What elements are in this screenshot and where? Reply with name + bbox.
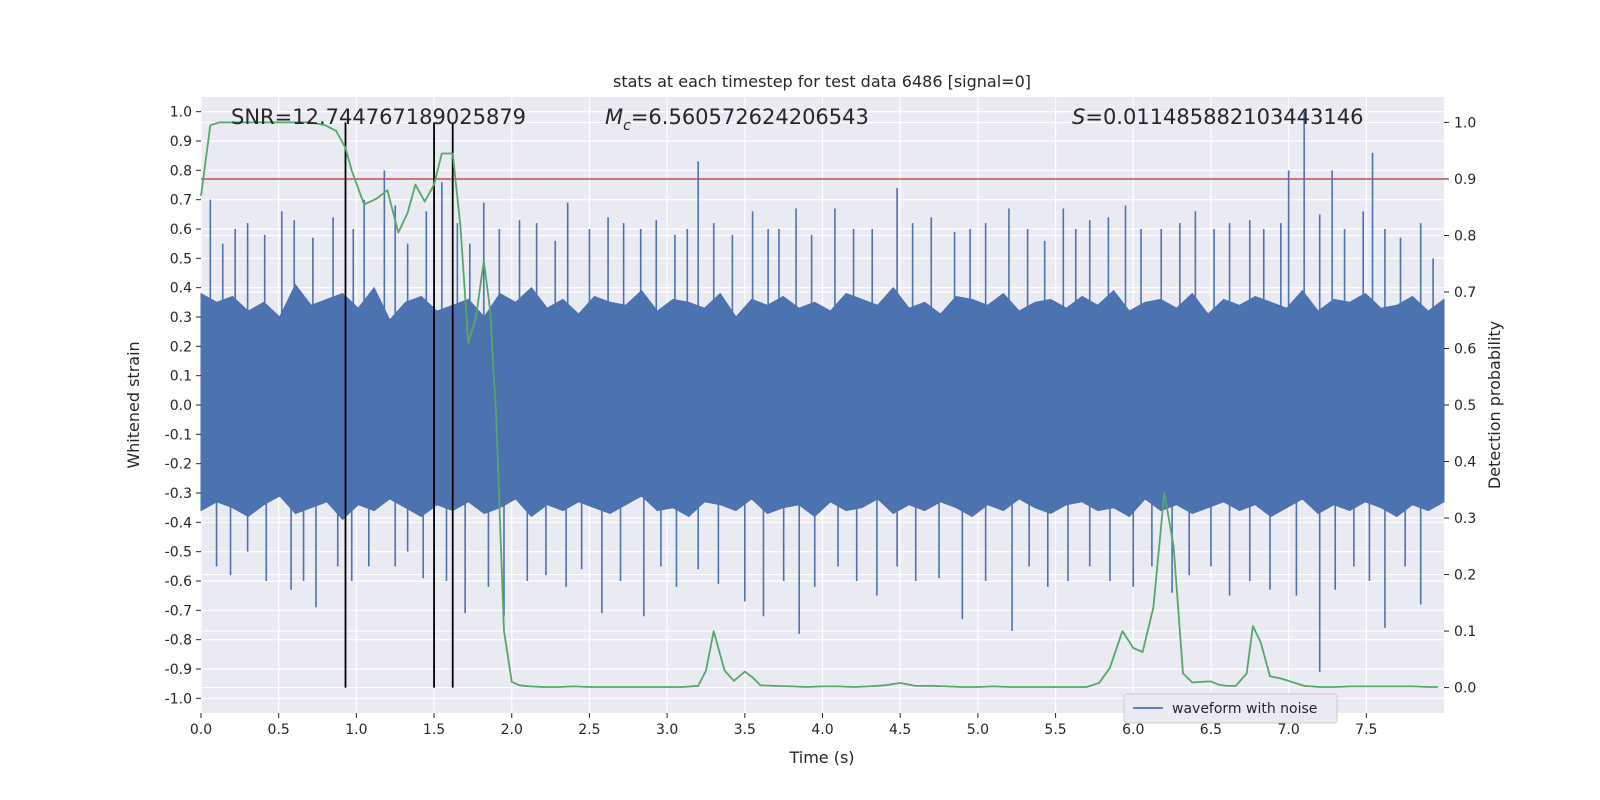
x-tick-label: 3.5 xyxy=(734,722,756,738)
y-axis-label-right: Detection probability xyxy=(1485,321,1504,489)
chirp-mass-value: =6.560572624206543 xyxy=(631,105,869,129)
y-tick-label-right: 0.7 xyxy=(1454,285,1476,301)
x-tick-label: 0.5 xyxy=(268,722,290,738)
chirp-mass-annotation: Mc=6.560572624206543 xyxy=(605,105,869,134)
y-tick-label: 0.1 xyxy=(170,369,192,385)
x-tick-label: 3.0 xyxy=(656,722,678,738)
y-tick-label: -0.3 xyxy=(165,486,192,502)
x-tick-label: 7.0 xyxy=(1277,722,1299,738)
y-tick-label-right: 1.0 xyxy=(1454,115,1476,131)
snr-annotation: SNR=12.744767189025879 xyxy=(231,105,526,129)
y-tick-label-right: 0.0 xyxy=(1454,681,1476,697)
y-tick-label: 0.8 xyxy=(170,163,192,179)
x-tick-label: 2.0 xyxy=(501,722,523,738)
s-value: =0.011485882103443146 xyxy=(1085,105,1363,129)
y-tick-label: -0.5 xyxy=(165,545,192,561)
y-tick-label: 0.0 xyxy=(170,398,192,414)
y-tick-label: -0.9 xyxy=(165,662,192,678)
x-tick-label: 2.5 xyxy=(578,722,600,738)
chirp-mass-symbol: M xyxy=(605,105,623,129)
y-tick-label-right: 0.1 xyxy=(1454,624,1476,640)
probability-line xyxy=(200,121,1438,688)
legend-box xyxy=(1123,693,1338,724)
probability-series xyxy=(200,121,1438,688)
y-tick-label: 0.7 xyxy=(170,193,192,209)
y-tick-label: 0.2 xyxy=(170,339,192,355)
legend: waveform with noise xyxy=(1123,693,1338,724)
y-tick-label: -0.8 xyxy=(165,633,192,649)
x-tick-label: 6.5 xyxy=(1200,722,1222,738)
x-tick-label: 1.0 xyxy=(345,722,367,738)
y-tick-label-right: 0.4 xyxy=(1454,455,1476,471)
x-axis-label: Time (s) xyxy=(788,748,854,767)
x-tick-label: 7.5 xyxy=(1355,722,1377,738)
y-tick-label-right: 0.5 xyxy=(1454,398,1476,414)
x-tick-label: 5.5 xyxy=(1044,722,1066,738)
x-tick-label: 1.5 xyxy=(423,722,445,738)
chirp-mass-subscript: c xyxy=(623,118,631,134)
y-tick-label: -0.4 xyxy=(165,515,192,531)
x-tick-label: 4.5 xyxy=(889,722,911,738)
y-tick-label-right: 0.6 xyxy=(1454,341,1476,357)
y-tick-label-right: 0.9 xyxy=(1454,172,1476,188)
y-tick-label: 0.9 xyxy=(170,134,192,150)
s-symbol: S xyxy=(1072,105,1085,129)
x-tick-label: 4.0 xyxy=(811,722,833,738)
y-tick-label: -0.1 xyxy=(165,427,192,443)
y-tick-label: -0.2 xyxy=(165,457,192,473)
y-tick-label: 0.3 xyxy=(170,310,192,326)
x-tick-label: 0.0 xyxy=(190,722,212,738)
y-tick-label: 0.5 xyxy=(170,251,192,267)
y-tick-label-right: 0.2 xyxy=(1454,568,1476,584)
y-tick-label-right: 0.3 xyxy=(1454,511,1476,527)
vertical-markers xyxy=(344,122,454,688)
y-tick-label: -1.0 xyxy=(165,691,192,707)
y-tick-label-right: 0.8 xyxy=(1454,228,1476,244)
y-tick-label: 1.0 xyxy=(170,105,192,121)
y-tick-label: -0.7 xyxy=(165,603,192,619)
y-tick-label: 0.6 xyxy=(170,222,192,238)
y-tick-label: -0.6 xyxy=(165,574,192,590)
s-annotation: S=0.011485882103443146 xyxy=(1072,105,1363,129)
waveform-noise-band xyxy=(200,283,1445,521)
x-tick-label: 6.0 xyxy=(1122,722,1144,738)
legend-label-waveform: waveform with noise xyxy=(1172,701,1317,717)
axis-ticks: 0.0 0.5 1.0 1.5 2.0 2.5 3.0 3.5 4.0 4.5 5.0 5.5 6.0 6… xyxy=(165,105,1477,738)
x-tick-label: 5.0 xyxy=(967,722,989,738)
waveform-series xyxy=(200,111,1445,672)
y-tick-label: 0.4 xyxy=(170,281,192,297)
y-axis-label-left: Whitened strain xyxy=(124,341,143,468)
chart-title: stats at each timestep for test data 648… xyxy=(613,72,1031,91)
